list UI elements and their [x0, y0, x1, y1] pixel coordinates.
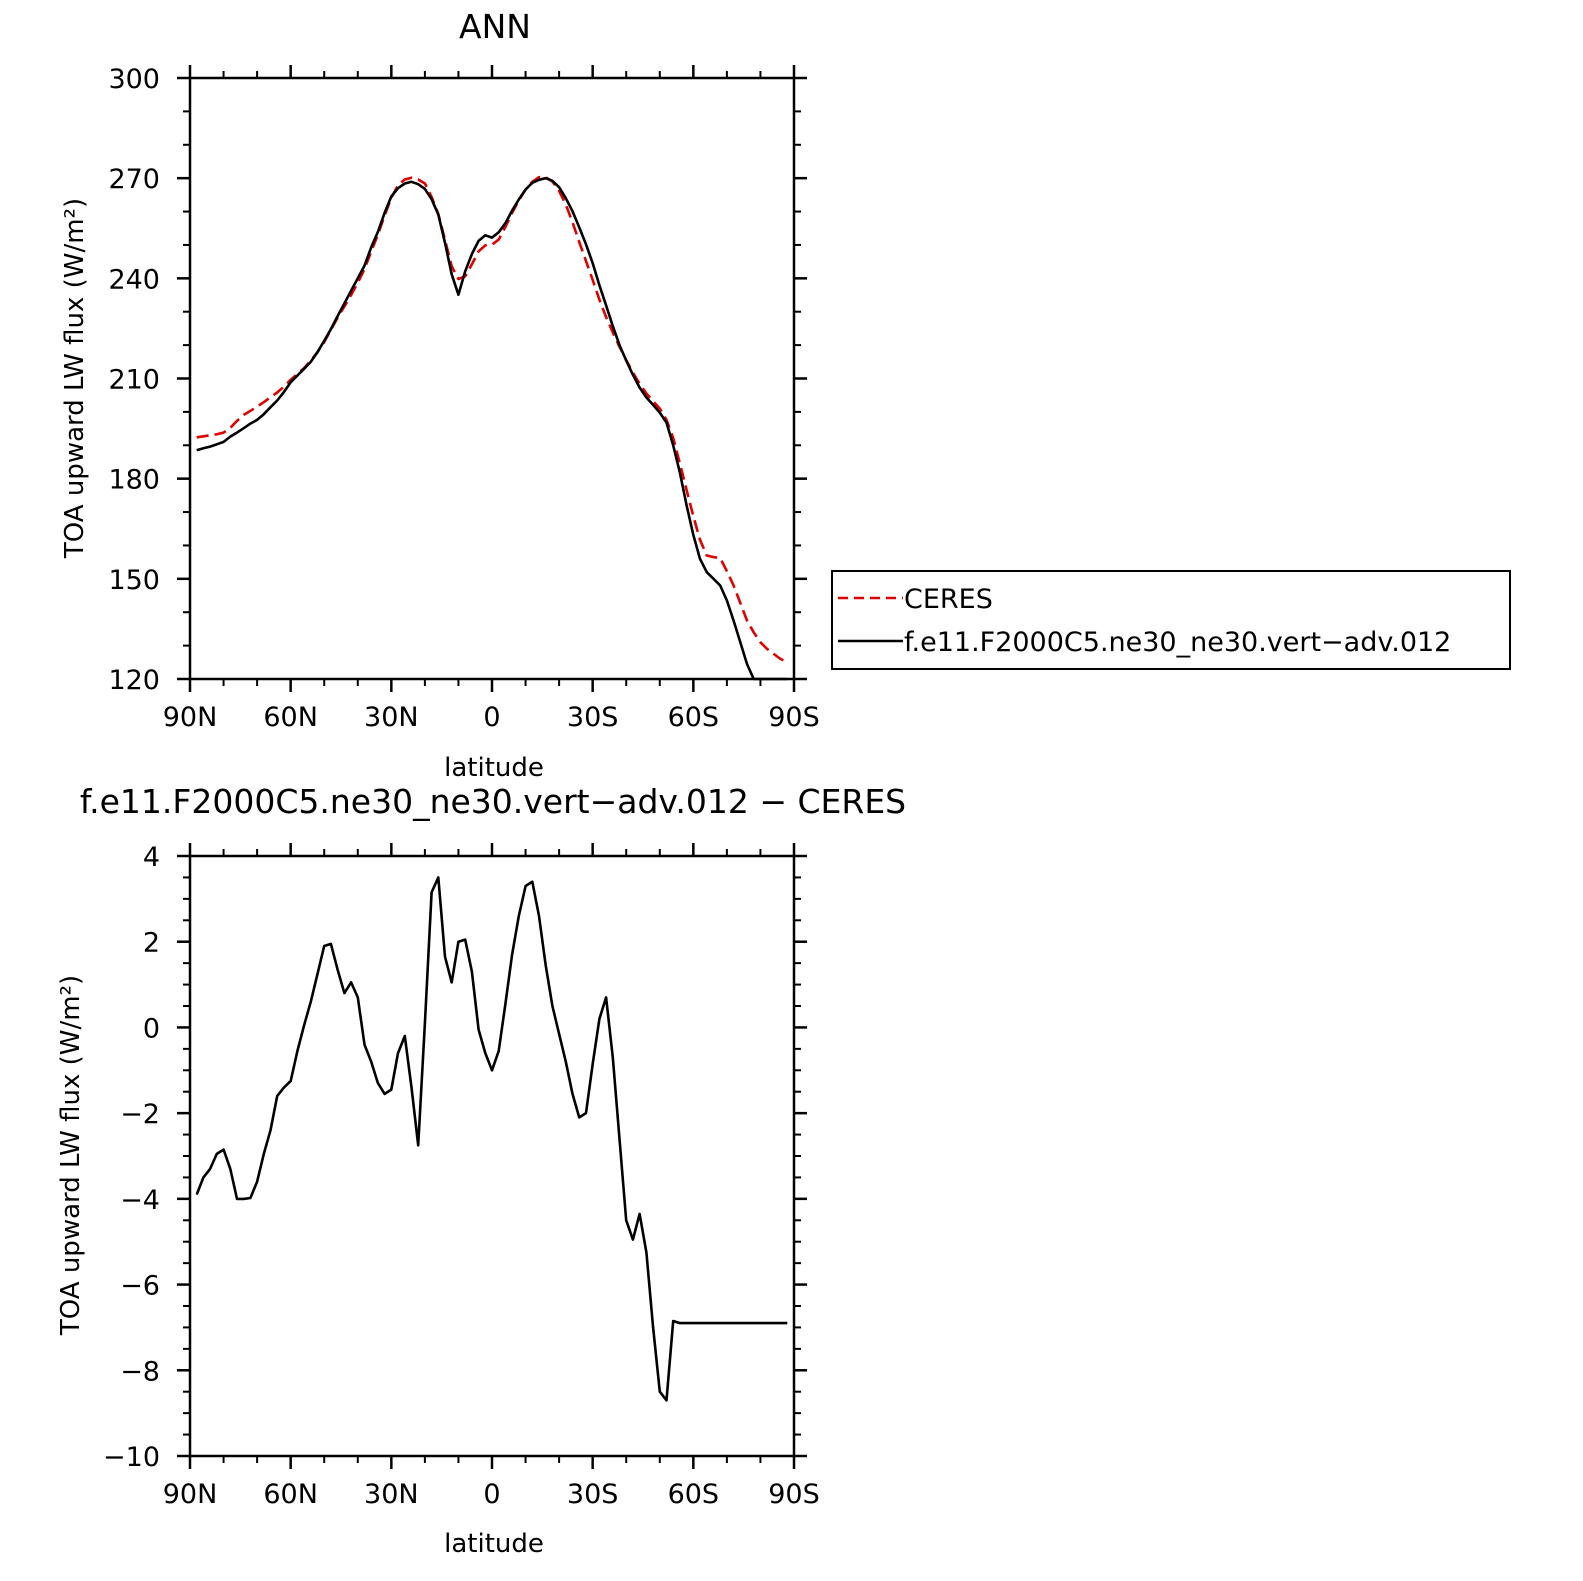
x-tick-label: 90S [768, 702, 820, 733]
top-plot-frame [188, 76, 796, 681]
top-panel: ANN 90N 60N 30N 0 30S 60S 90S 300 270 240 210 180 15… [60, 7, 1511, 783]
y-tick-label: 180 [108, 465, 160, 496]
y-tick-label: 300 [108, 64, 160, 95]
y-tick-label: 270 [108, 164, 160, 195]
top-series-line-1 [196, 176, 788, 681]
x-tick-label: 30N [364, 702, 419, 733]
legend-label-ceres: CERES [904, 584, 993, 615]
y-tick-label: −4 [120, 1185, 160, 1216]
x-tick-label: 90S [768, 1479, 820, 1510]
y-tick-label: 150 [108, 565, 160, 596]
y-tick-label: −10 [103, 1442, 160, 1473]
x-tick-label: 0 [483, 1479, 500, 1510]
legend: CERES f.e11.F2000C5.ne30_ne30.vert−adv.0… [831, 570, 1511, 670]
bottom-chart-title: f.e11.F2000C5.ne30_ne30.vert−adv.012 − C… [80, 782, 906, 821]
legend-box [831, 570, 1511, 670]
y-tick-label: 240 [108, 264, 160, 295]
x-tick-label: 60S [668, 702, 720, 733]
y-tick-label: 0 [143, 1013, 160, 1044]
x-tick-label: 60N [263, 702, 318, 733]
x-tick-label: 60N [263, 1479, 318, 1510]
x-tick-label: 60S [668, 1479, 720, 1510]
y-tick-label: 210 [108, 365, 160, 396]
bottom-panel: f.e11.F2000C5.ne30_ne30.vert−adv.012 − C… [56, 782, 906, 1559]
x-tick-label: 90N [163, 702, 218, 733]
x-tick-label: 90N [163, 1479, 218, 1510]
y-tick-label: 120 [108, 665, 160, 696]
top-series-line-0 [196, 175, 788, 664]
x-tick-label: 0 [483, 702, 500, 733]
bottom-x-axis-label: latitude [444, 1529, 544, 1559]
x-tick-label: 30S [567, 702, 619, 733]
bottom-series-line-0 [195, 876, 788, 1402]
y-tick-label: 4 [143, 842, 160, 873]
bottom-y-axis-label: TOA upward LW flux (W/m²) [56, 975, 86, 1336]
y-tick-label: −8 [120, 1356, 160, 1387]
top-x-axis-label: latitude [444, 753, 544, 783]
y-tick-label: −2 [120, 1099, 160, 1130]
y-tick-label: −6 [120, 1271, 160, 1302]
x-tick-label: 30N [364, 1479, 419, 1510]
y-tick-label: 2 [143, 928, 160, 959]
x-tick-label: 30S [567, 1479, 619, 1510]
top-y-axis-label: TOA upward LW flux (W/m²) [60, 198, 90, 559]
bottom-series-group [195, 876, 788, 1402]
top-chart-title: ANN [459, 7, 531, 46]
top-series-group [196, 175, 788, 681]
legend-label-model: f.e11.F2000C5.ne30_ne30.vert−adv.012 [904, 627, 1451, 658]
top-axis-ticks: 90N 60N 30N 0 30S 60S 90S 300 270 240 210 180 150 120 [108, 64, 819, 733]
bottom-axis-ticks: 90N 60N 30N 0 30S 60S 90S 4 2 0 −2 −4 −6 −8 −10 [103, 842, 820, 1510]
bottom-plot-frame [188, 854, 796, 1458]
